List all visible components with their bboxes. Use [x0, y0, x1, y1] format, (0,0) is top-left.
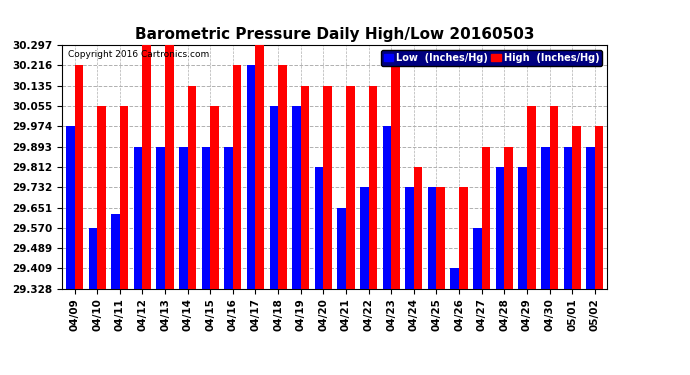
Bar [572, 126, 581, 289]
Bar [179, 147, 188, 289]
Bar [527, 106, 535, 289]
Bar [75, 65, 83, 289]
Bar [473, 228, 482, 289]
Bar [66, 126, 75, 289]
Bar [134, 147, 142, 289]
Title: Barometric Pressure Daily High/Low 20160503: Barometric Pressure Daily High/Low 20160… [135, 27, 534, 42]
Bar [270, 106, 278, 289]
Bar [437, 187, 445, 289]
Bar [315, 167, 324, 289]
Legend: Low  (Inches/Hg), High  (Inches/Hg): Low (Inches/Hg), High (Inches/Hg) [381, 50, 602, 66]
Bar [201, 147, 210, 289]
Bar [233, 65, 241, 289]
Text: Copyright 2016 Cartronics.com: Copyright 2016 Cartronics.com [68, 50, 209, 59]
Bar [346, 86, 355, 289]
Bar [120, 106, 128, 289]
Bar [451, 268, 459, 289]
Bar [368, 86, 377, 289]
Bar [549, 106, 558, 289]
Bar [459, 187, 468, 289]
Bar [88, 228, 97, 289]
Bar [595, 126, 603, 289]
Bar [142, 45, 151, 289]
Bar [301, 86, 309, 289]
Bar [482, 147, 491, 289]
Bar [157, 147, 165, 289]
Bar [165, 45, 174, 289]
Bar [97, 106, 106, 289]
Bar [414, 167, 422, 289]
Bar [495, 167, 504, 289]
Bar [360, 187, 368, 289]
Bar [324, 86, 332, 289]
Bar [518, 167, 527, 289]
Bar [247, 65, 255, 289]
Bar [111, 214, 120, 289]
Bar [224, 147, 233, 289]
Bar [337, 207, 346, 289]
Bar [292, 106, 301, 289]
Bar [504, 147, 513, 289]
Bar [405, 187, 414, 289]
Bar [255, 25, 264, 289]
Bar [391, 65, 400, 289]
Bar [541, 147, 549, 289]
Bar [428, 187, 437, 289]
Bar [382, 126, 391, 289]
Bar [586, 147, 595, 289]
Bar [564, 147, 572, 289]
Bar [210, 106, 219, 289]
Bar [188, 86, 196, 289]
Bar [278, 65, 287, 289]
